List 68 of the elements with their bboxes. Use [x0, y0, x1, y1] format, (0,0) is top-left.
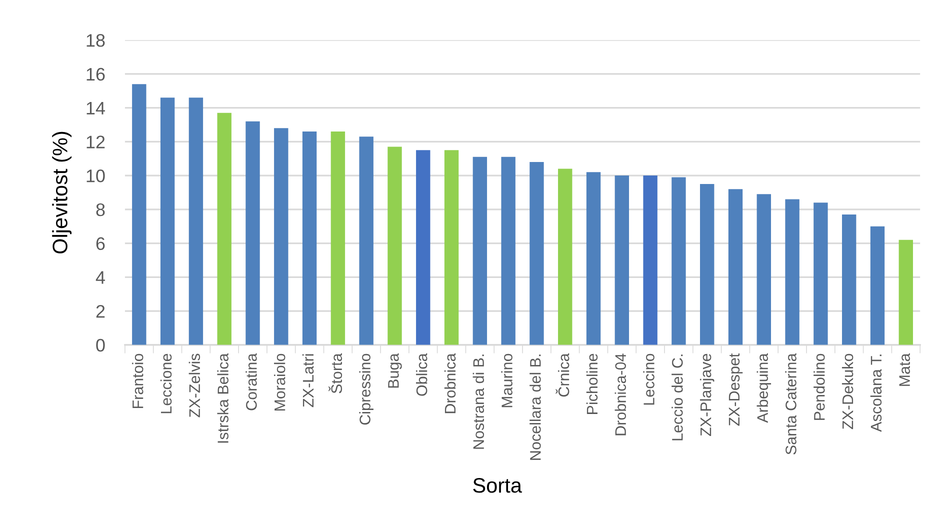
x-tick-label: Nocellara del B. [530, 354, 541, 460]
bar [416, 150, 430, 345]
bar [188, 98, 204, 345]
y-tick-label: 16 [86, 68, 105, 81]
x-tick-label: Moraiolo [274, 354, 286, 411]
y-tick-label: 6 [96, 237, 105, 250]
x-tick-label: Leccione [160, 354, 172, 414]
y-tick-label: 10 [86, 169, 105, 182]
x-tick-label: ZX-Planjave [700, 354, 714, 436]
bar [246, 121, 260, 345]
bar [388, 146, 402, 345]
bar [359, 136, 374, 345]
bar [217, 112, 232, 345]
y-tick-label: 0 [96, 338, 105, 352]
x-tick-label: Oblica [416, 353, 428, 396]
bar [898, 240, 913, 345]
x-tick-label: Drobnica [444, 353, 456, 414]
bar [756, 194, 771, 345]
bar [472, 156, 488, 345]
bar [274, 128, 288, 345]
bar [302, 132, 317, 345]
bar [672, 177, 686, 345]
x-tick-label: Pendolino [814, 354, 825, 420]
x-tick-label: Leccino [643, 354, 654, 405]
x-tick-label: ZX-Zelvis [188, 354, 200, 418]
x-tick-label: Ascolana T. [870, 354, 882, 432]
x-tick-label: Coratina [246, 353, 257, 410]
x-tick-label: Drobnica-04 [614, 354, 626, 436]
x-tick-label: Maurino [501, 354, 512, 408]
bar [160, 98, 175, 345]
bar [814, 202, 828, 345]
x-tick-label: Picholine [586, 354, 598, 414]
x-axis-title: Sorta [473, 478, 522, 493]
x-tick-label: ZX-Latri [302, 354, 314, 408]
x-tick-label: Nostrana di B. [472, 354, 484, 449]
x-tick-label: Leccio del C. [672, 354, 683, 440]
x-tick-label: Arbequina [756, 353, 772, 423]
bar [530, 162, 544, 345]
bar [330, 132, 346, 345]
y-tick-label: 4 [96, 271, 105, 284]
x-tick-label: Frantoio [132, 354, 144, 408]
y-tick-label: 18 [86, 34, 105, 47]
bar [444, 150, 459, 345]
x-tick-label: Štorta [328, 353, 342, 394]
bar [643, 176, 658, 345]
x-tick-label: ZX-Despet [728, 353, 743, 426]
x-tick-label: ZX-Dekuko [842, 354, 854, 430]
y-axis-title: Oljevitost (%) [52, 132, 72, 254]
bar [132, 84, 146, 345]
bar [870, 226, 885, 345]
bar [501, 156, 516, 345]
x-tick-label: Mata [899, 353, 910, 386]
bar [700, 184, 714, 345]
bar [728, 189, 743, 345]
bar [785, 199, 800, 345]
bar [586, 172, 601, 345]
y-tick-label: 8 [96, 203, 105, 216]
x-tick-label: Cipressino [359, 354, 374, 425]
bar [558, 168, 572, 345]
x-tick-label: Santa Caterina [785, 353, 796, 454]
x-tick-label: Črnica [556, 353, 570, 397]
x-tick-label: Istrska Belica [217, 353, 228, 443]
bar [614, 176, 630, 345]
y-tick-label: 12 [86, 136, 105, 148]
y-tick-label: 14 [86, 102, 105, 114]
x-tick-label: Buga [388, 353, 402, 388]
bar [842, 214, 856, 345]
y-tick-label: 2 [96, 304, 105, 318]
